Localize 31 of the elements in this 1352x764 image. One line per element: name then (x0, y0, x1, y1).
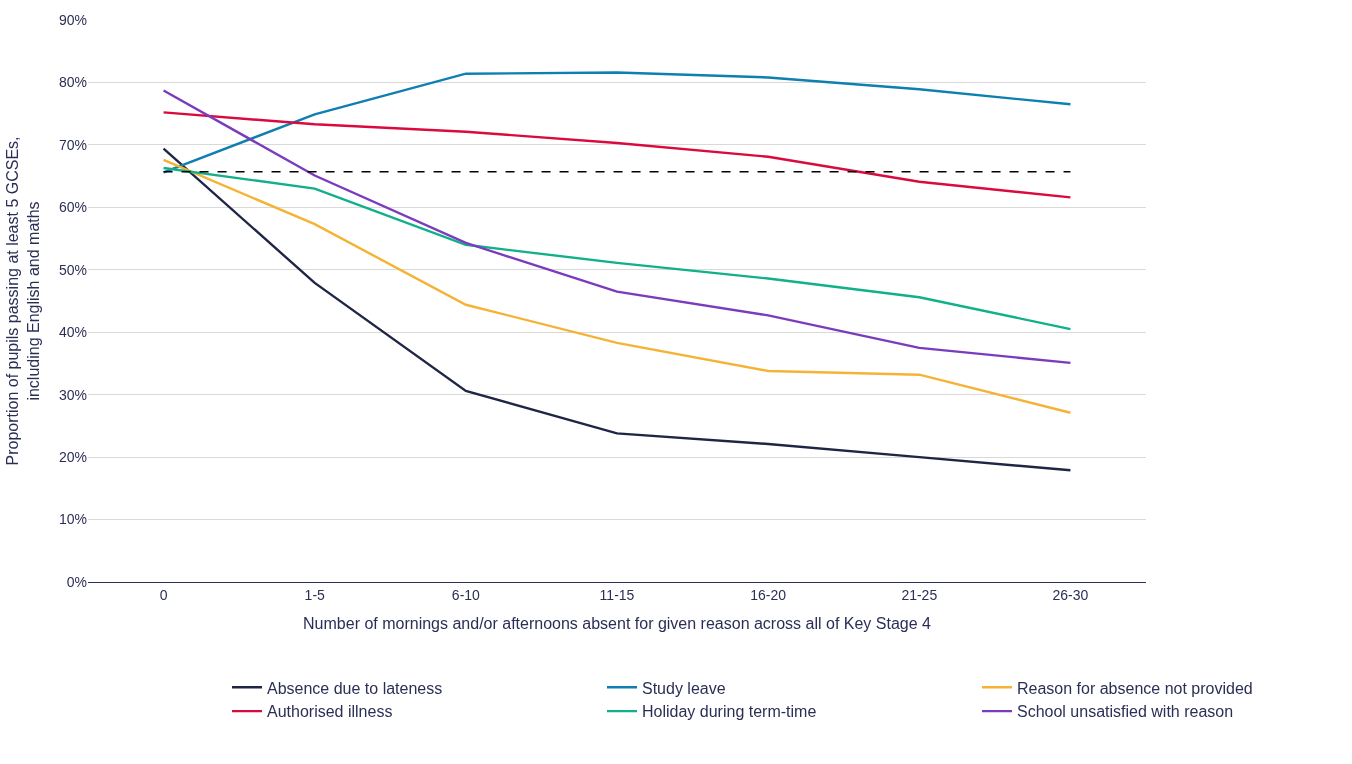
line-series (162, 71, 1072, 174)
legend-label: Absence due to lateness (267, 679, 443, 697)
x-tick-label: 21-25 (901, 586, 938, 603)
y-axis-title: Proportion of pupils passing at least 5 GCSEs, including English and maths (4, 136, 42, 466)
x-tick-label: 1-5 (304, 586, 326, 603)
x-tick-label: 0 (159, 586, 168, 603)
legend-label: Authorised illness (267, 703, 393, 721)
y-tick-label: 90% (58, 11, 87, 28)
line-series (162, 147, 1072, 472)
y-tick-label: 60% (58, 199, 87, 216)
x-tick-label: 6-10 (451, 586, 481, 603)
y-tick-label: 0% (66, 573, 87, 590)
line-series (162, 158, 1072, 414)
y-tick-label: 10% (58, 511, 87, 528)
x-tick-label: 16-20 (750, 586, 787, 603)
legend-label: School unsatisfied with reason (1017, 703, 1234, 721)
legend-label: Reason for absence not provided (1017, 679, 1253, 697)
y-tick-label: 40% (58, 324, 87, 341)
x-tick-label: 11-15 (599, 586, 635, 603)
legend-label: Holiday during term-time (642, 703, 817, 721)
line-series (162, 89, 1072, 365)
x-axis-title: Number of mornings and/or afternoons absent for given reason across all of Key Stage 4 (303, 614, 932, 632)
line-series (162, 166, 1072, 331)
y-tick-label: 50% (58, 261, 87, 278)
y-tick-label: 80% (58, 74, 87, 91)
x-tick-label: 26-30 (1052, 586, 1089, 603)
y-tick-label: 70% (58, 136, 87, 153)
line-series (162, 111, 1072, 199)
y-tick-label: 30% (58, 386, 87, 403)
legend-label: Study leave (642, 679, 726, 697)
y-tick-label: 20% (58, 449, 87, 466)
